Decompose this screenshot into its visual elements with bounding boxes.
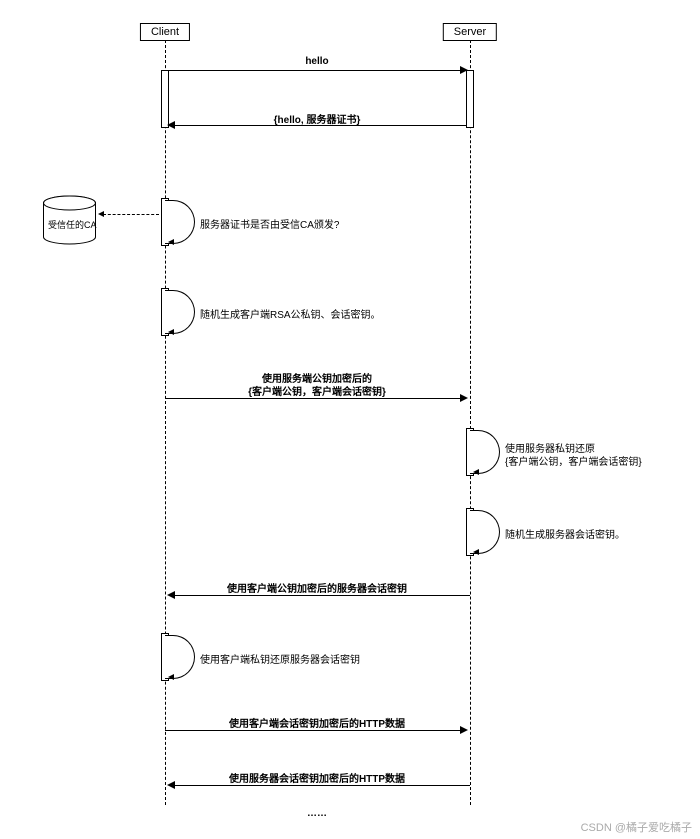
arrow-icon bbox=[167, 591, 175, 599]
participant-client: Client bbox=[140, 23, 190, 41]
arrow-icon bbox=[460, 394, 468, 402]
arrow-icon bbox=[473, 549, 479, 555]
msg-hello-label: hello bbox=[305, 56, 328, 67]
note-server-decrypt2: {客户端公钥，客户端会话密钥} bbox=[505, 453, 642, 468]
msg-hello-line bbox=[169, 70, 462, 71]
ca-label: 受信任的CA bbox=[48, 218, 97, 231]
msg-http-server-line bbox=[175, 785, 470, 786]
msg-enc-client-label2: {客户端公钥，客户端会话密钥} bbox=[248, 383, 386, 398]
note-client-decrypt: 使用客户端私钥还原服务器会话密钥 bbox=[200, 651, 360, 666]
msg-http-client-label: 使用客户端会话密钥加密后的HTTP数据 bbox=[229, 715, 405, 730]
msg-http-client-line bbox=[165, 730, 462, 731]
self-loop-icon bbox=[470, 430, 500, 474]
arrow-icon bbox=[473, 469, 479, 475]
lifeline-server bbox=[470, 40, 471, 805]
arrow-icon bbox=[168, 239, 174, 245]
arrow-icon bbox=[168, 329, 174, 335]
activation-client bbox=[161, 70, 169, 128]
note-gen-keys: 随机生成客户端RSA公私钥、会话密钥。 bbox=[200, 306, 381, 321]
watermark-text: CSDN @橘子爱吃橘子 bbox=[581, 819, 692, 835]
note-verify-cert: 服务器证书是否由受信CA颁发? bbox=[200, 216, 339, 231]
activation-server bbox=[466, 70, 474, 128]
self-loop-icon bbox=[165, 635, 195, 679]
msg-http-server-label: 使用服务器会话密钥加密后的HTTP数据 bbox=[229, 770, 405, 785]
msg-enc-server-key-line bbox=[175, 595, 470, 596]
sequence-diagram: Client Server hello {hello, 服务器证书} 受信任的C… bbox=[0, 0, 700, 839]
arrow-icon bbox=[98, 211, 104, 217]
msg-enc-client-line bbox=[165, 398, 462, 399]
msg-hello-cert-label: {hello, 服务器证书} bbox=[274, 111, 361, 126]
note-gen-server-key: 随机生成服务器会话密钥。 bbox=[505, 526, 625, 541]
lifeline-client bbox=[165, 40, 166, 805]
msg-enc-server-key-label: 使用客户端公钥加密后的服务器会话密钥 bbox=[227, 580, 407, 595]
arrow-icon bbox=[168, 674, 174, 680]
ellipsis-label: …… bbox=[307, 808, 327, 819]
self-loop-icon bbox=[165, 290, 195, 334]
ca-check-line bbox=[103, 214, 159, 215]
arrow-icon bbox=[167, 781, 175, 789]
self-loop-icon bbox=[470, 510, 500, 554]
participant-server: Server bbox=[443, 23, 497, 41]
self-loop-icon bbox=[165, 200, 195, 244]
msg-hello-cert-line bbox=[175, 125, 466, 126]
arrow-icon bbox=[167, 121, 175, 129]
arrow-icon bbox=[460, 726, 468, 734]
arrow-icon bbox=[460, 66, 468, 74]
